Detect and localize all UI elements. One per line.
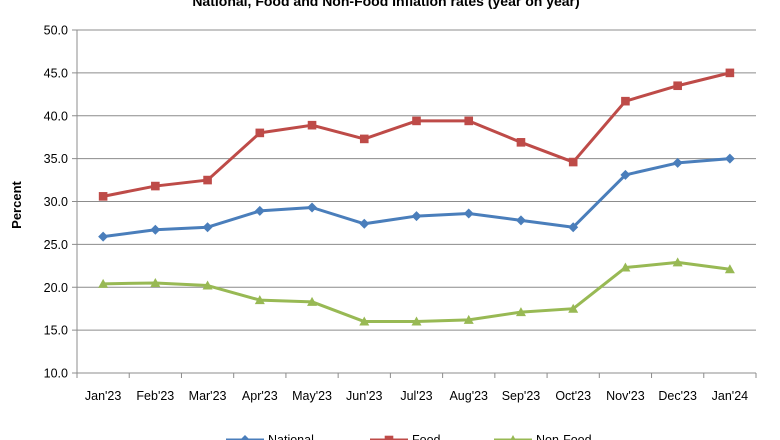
data-point — [411, 316, 422, 326]
national-series — [98, 153, 735, 242]
series-lines — [98, 68, 735, 326]
data-point — [620, 169, 631, 180]
data-point — [672, 157, 683, 168]
data-point — [98, 192, 108, 201]
data-point — [255, 128, 265, 138]
data-point — [620, 262, 631, 272]
legend-label: National — [268, 433, 314, 440]
data-point — [568, 222, 579, 233]
axes: 10.0 15.0 20.0 25.0 30.0 35.0 40.0 45.0 50.0 Jan'… — [44, 24, 757, 403]
data-point — [673, 81, 682, 91]
data-point — [359, 218, 370, 229]
data-point — [98, 231, 109, 242]
y-axis-title: Percent — [9, 180, 24, 228]
y-tick-label: 50.0 — [44, 24, 68, 38]
data-point — [724, 153, 735, 164]
data-point — [510, 435, 516, 440]
x-tick-label: Jul'23 — [400, 389, 432, 403]
data-point — [307, 120, 317, 130]
data-point — [515, 307, 526, 317]
y-tick-label: 45.0 — [44, 66, 68, 80]
food-series — [98, 68, 735, 201]
data-point — [463, 208, 474, 219]
data-point — [516, 138, 526, 147]
y-tick-label: 10.0 — [44, 367, 68, 381]
data-point — [307, 202, 318, 213]
data-point — [463, 314, 474, 324]
x-tick-label: Apr'23 — [242, 389, 278, 403]
data-point — [254, 205, 265, 216]
chart-title: National, Food and Non-Food Inflation ra… — [192, 0, 579, 9]
data-point — [359, 134, 369, 144]
x-tick-label: Feb'23 — [136, 389, 174, 403]
x-tick-label: Dec'23 — [658, 389, 697, 403]
y-tick-label: 15.0 — [44, 324, 68, 338]
data-point — [307, 296, 318, 306]
data-point — [464, 116, 474, 126]
data-point — [98, 278, 109, 288]
legend-item-non-food: Non-Food — [494, 433, 592, 440]
data-point — [202, 280, 213, 290]
legend-item-food: Food — [370, 433, 441, 440]
data-point — [672, 257, 683, 267]
y-tick-label: 35.0 — [44, 152, 68, 166]
y-tick-label: 30.0 — [44, 195, 68, 209]
data-point — [568, 303, 579, 313]
x-tick-label: May'23 — [292, 389, 332, 403]
legend-label: Non-Food — [536, 433, 592, 440]
national-line — [102, 157, 731, 239]
data-point — [240, 435, 250, 440]
x-tick-label: Nov'23 — [606, 389, 645, 403]
data-point — [151, 181, 160, 191]
y-tick-label: 40.0 — [44, 109, 68, 123]
legend: National Food Non-Food — [226, 433, 592, 440]
data-point — [150, 224, 161, 235]
data-point — [254, 295, 265, 305]
data-point — [725, 68, 735, 78]
y-tick-label: 20.0 — [44, 281, 68, 295]
data-point — [724, 264, 735, 274]
x-tick-label: Jan'24 — [712, 389, 748, 403]
data-point — [411, 211, 422, 222]
y-tick-label: 25.0 — [44, 238, 68, 252]
x-tick-label: Aug'23 — [449, 389, 488, 403]
data-point — [150, 277, 161, 287]
gridlines — [77, 29, 756, 331]
data-point — [203, 175, 212, 185]
non-food-series — [98, 257, 735, 326]
x-tick-label: Mar'23 — [189, 389, 227, 403]
food-line — [102, 71, 731, 198]
data-point — [568, 157, 578, 167]
data-point — [202, 222, 213, 233]
data-point — [359, 316, 370, 326]
data-point — [515, 215, 526, 226]
legend-item-national: National — [226, 433, 314, 440]
legend-label: Food — [412, 433, 441, 440]
x-tick-label: Oct'23 — [555, 389, 591, 403]
data-point — [384, 435, 394, 440]
non-food-line — [103, 260, 731, 324]
x-tick-label: Jun'23 — [346, 389, 382, 403]
x-tick-label: Sep'23 — [502, 389, 541, 403]
x-tick-label: Jan'23 — [85, 389, 121, 403]
data-point — [621, 96, 630, 106]
data-point — [412, 116, 421, 126]
